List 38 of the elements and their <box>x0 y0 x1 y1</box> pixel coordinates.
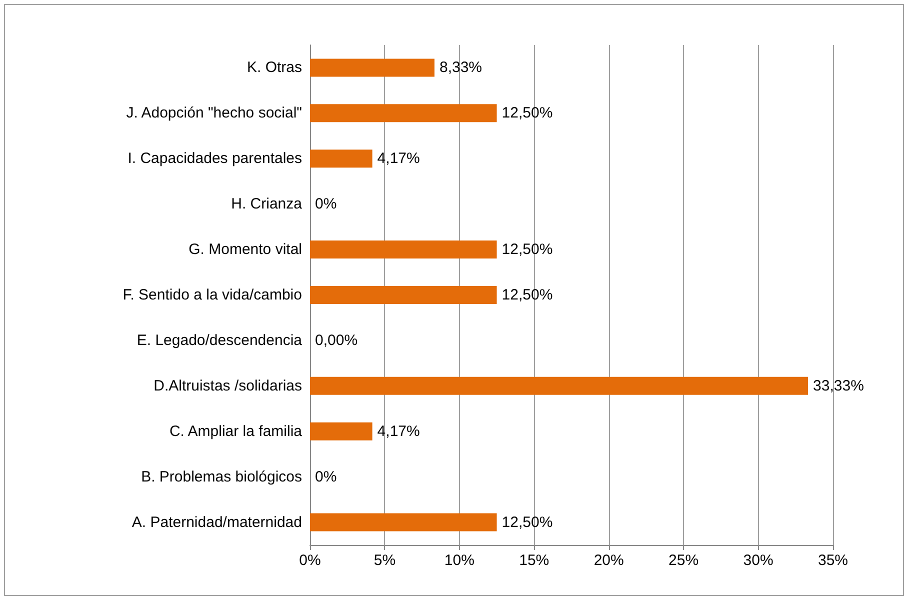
x-tick-label: 0% <box>299 552 321 569</box>
data-label: 12,50% <box>502 514 553 531</box>
y-tick-label: E. Legado/descendencia <box>136 332 303 349</box>
x-tick-label: 10% <box>444 552 474 569</box>
y-tick-label: D.Altruistas /solidarias <box>154 377 302 394</box>
bar <box>310 286 497 304</box>
y-tick-label: J. Adopción "hecho social" <box>126 104 302 122</box>
bar <box>310 150 372 168</box>
data-label: 12,50% <box>502 241 553 258</box>
x-tick-label: 20% <box>594 552 624 569</box>
y-tick-label: K. Otras <box>246 59 302 76</box>
bar <box>310 104 497 122</box>
bar <box>310 422 372 440</box>
y-tick-label: F. Sentido a la vida/cambio <box>122 286 302 304</box>
x-tick-label: 25% <box>668 552 699 569</box>
data-label: 0% <box>315 468 337 486</box>
y-tick-label: H. Crianza <box>231 196 303 213</box>
data-label: 33,33% <box>813 377 864 394</box>
bar <box>310 376 808 395</box>
x-tick-label: 5% <box>374 552 396 569</box>
x-tick-label: 15% <box>519 552 550 569</box>
y-tick-label: G. Momento vital <box>188 241 302 258</box>
data-label: 8,33% <box>439 59 482 76</box>
y-tick-label: I. Capacidades parentales <box>128 150 302 168</box>
bar <box>310 513 497 532</box>
data-label: 4,17% <box>377 422 420 440</box>
x-tick-label: 30% <box>743 552 774 569</box>
data-label: 0,00% <box>315 332 358 349</box>
bar <box>310 58 434 77</box>
y-tick-label: B. Problemas biológicos <box>141 468 302 486</box>
data-label: 4,17% <box>377 150 420 168</box>
y-tick-label: C. Ampliar la familia <box>169 422 303 440</box>
data-label: 12,50% <box>502 104 553 122</box>
y-tick-label: A. Paternidad/maternidad <box>132 514 302 531</box>
bar <box>310 240 497 259</box>
x-tick-label: 35% <box>818 552 848 569</box>
data-label: 12,50% <box>502 286 553 304</box>
data-label: 0% <box>315 196 337 213</box>
